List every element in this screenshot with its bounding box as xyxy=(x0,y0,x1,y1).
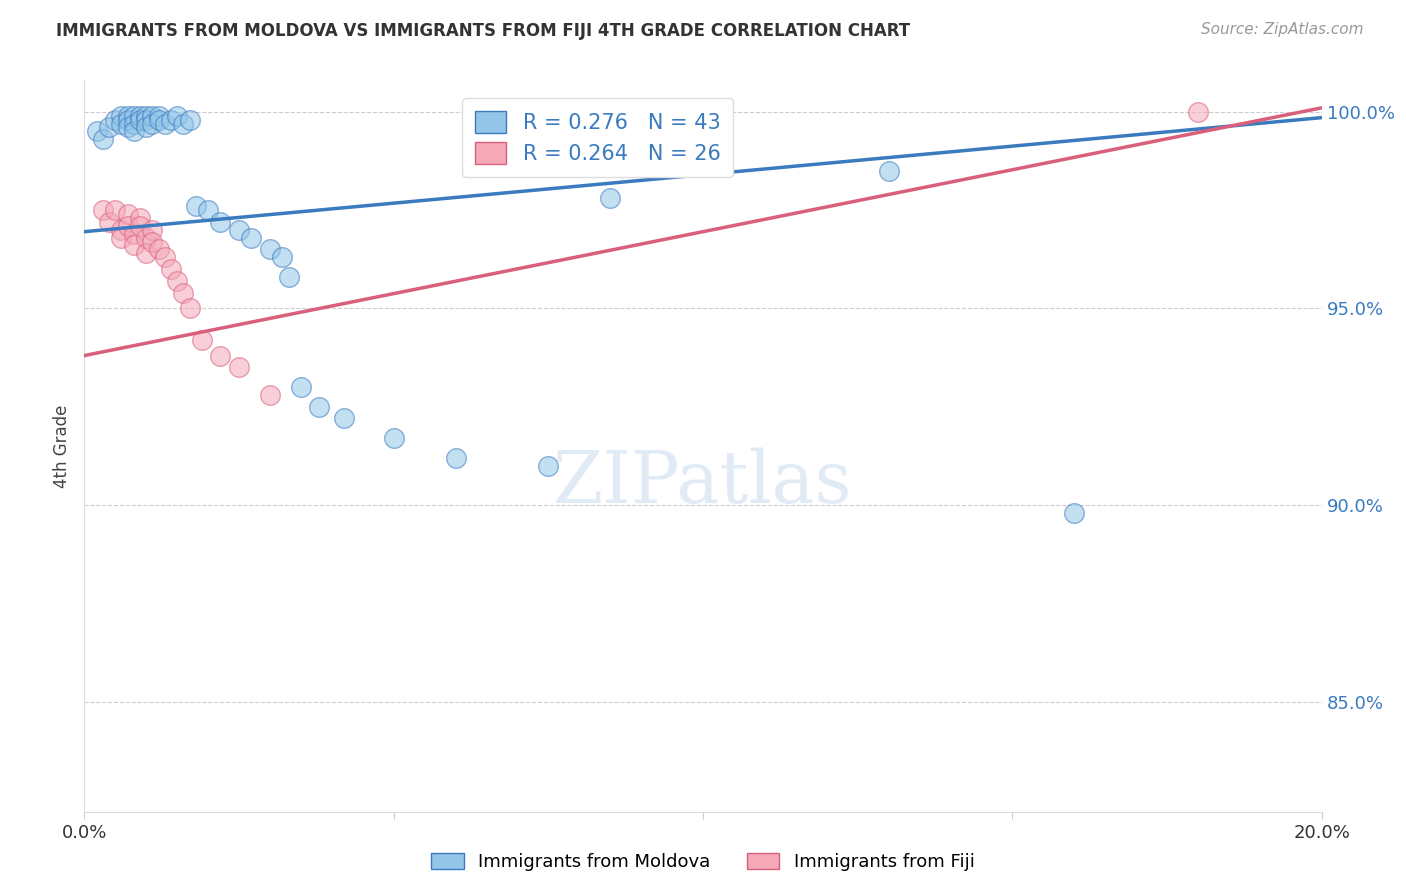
Point xyxy=(228,360,250,375)
Point xyxy=(129,112,152,127)
Point xyxy=(191,333,214,347)
Point xyxy=(91,202,114,217)
Point xyxy=(179,301,201,316)
Point xyxy=(141,235,163,249)
Point xyxy=(148,243,170,257)
Point xyxy=(91,132,114,146)
Point xyxy=(148,112,170,127)
Point xyxy=(1063,506,1085,520)
Point xyxy=(277,269,299,284)
Point xyxy=(117,112,139,127)
Point xyxy=(877,163,900,178)
Y-axis label: 4th Grade: 4th Grade xyxy=(53,404,72,488)
Point xyxy=(259,243,281,257)
Point xyxy=(148,109,170,123)
Point xyxy=(104,202,127,217)
Point xyxy=(129,109,152,123)
Point xyxy=(228,223,250,237)
Legend: R = 0.276   N = 43, R = 0.264   N = 26: R = 0.276 N = 43, R = 0.264 N = 26 xyxy=(463,98,733,177)
Point xyxy=(117,207,139,221)
Point xyxy=(135,230,157,244)
Point xyxy=(122,124,145,138)
Point xyxy=(122,109,145,123)
Point xyxy=(153,116,176,130)
Text: IMMIGRANTS FROM MOLDOVA VS IMMIGRANTS FROM FIJI 4TH GRADE CORRELATION CHART: IMMIGRANTS FROM MOLDOVA VS IMMIGRANTS FR… xyxy=(56,22,910,40)
Point xyxy=(382,431,405,445)
Point xyxy=(122,227,145,241)
Point xyxy=(129,211,152,225)
Point xyxy=(141,116,163,130)
Point xyxy=(122,238,145,252)
Point xyxy=(444,450,467,465)
Point xyxy=(184,199,207,213)
Point xyxy=(141,223,163,237)
Point xyxy=(98,120,121,135)
Point xyxy=(240,230,263,244)
Point xyxy=(117,219,139,233)
Point xyxy=(179,112,201,127)
Point xyxy=(153,250,176,264)
Point xyxy=(160,112,183,127)
Point xyxy=(197,202,219,217)
Point xyxy=(135,246,157,260)
Point xyxy=(122,116,145,130)
Point xyxy=(271,250,294,264)
Point xyxy=(308,400,330,414)
Text: Source: ZipAtlas.com: Source: ZipAtlas.com xyxy=(1201,22,1364,37)
Point xyxy=(172,285,194,300)
Point xyxy=(135,109,157,123)
Text: ZIPatlas: ZIPatlas xyxy=(553,447,853,518)
Point xyxy=(135,112,157,127)
Point xyxy=(110,223,132,237)
Point xyxy=(209,215,232,229)
Point xyxy=(141,109,163,123)
Point xyxy=(599,191,621,205)
Point xyxy=(172,116,194,130)
Point xyxy=(117,109,139,123)
Point xyxy=(259,388,281,402)
Point xyxy=(160,262,183,277)
Point xyxy=(290,380,312,394)
Point xyxy=(166,274,188,288)
Point xyxy=(129,219,152,233)
Point xyxy=(104,112,127,127)
Point xyxy=(86,124,108,138)
Point xyxy=(110,109,132,123)
Point xyxy=(135,120,157,135)
Point xyxy=(110,116,132,130)
Point xyxy=(1187,104,1209,119)
Point xyxy=(117,120,139,135)
Point xyxy=(98,215,121,229)
Point xyxy=(110,230,132,244)
Point xyxy=(333,411,356,425)
Point xyxy=(537,458,560,473)
Point xyxy=(209,349,232,363)
Legend: Immigrants from Moldova, Immigrants from Fiji: Immigrants from Moldova, Immigrants from… xyxy=(425,846,981,879)
Point xyxy=(166,109,188,123)
